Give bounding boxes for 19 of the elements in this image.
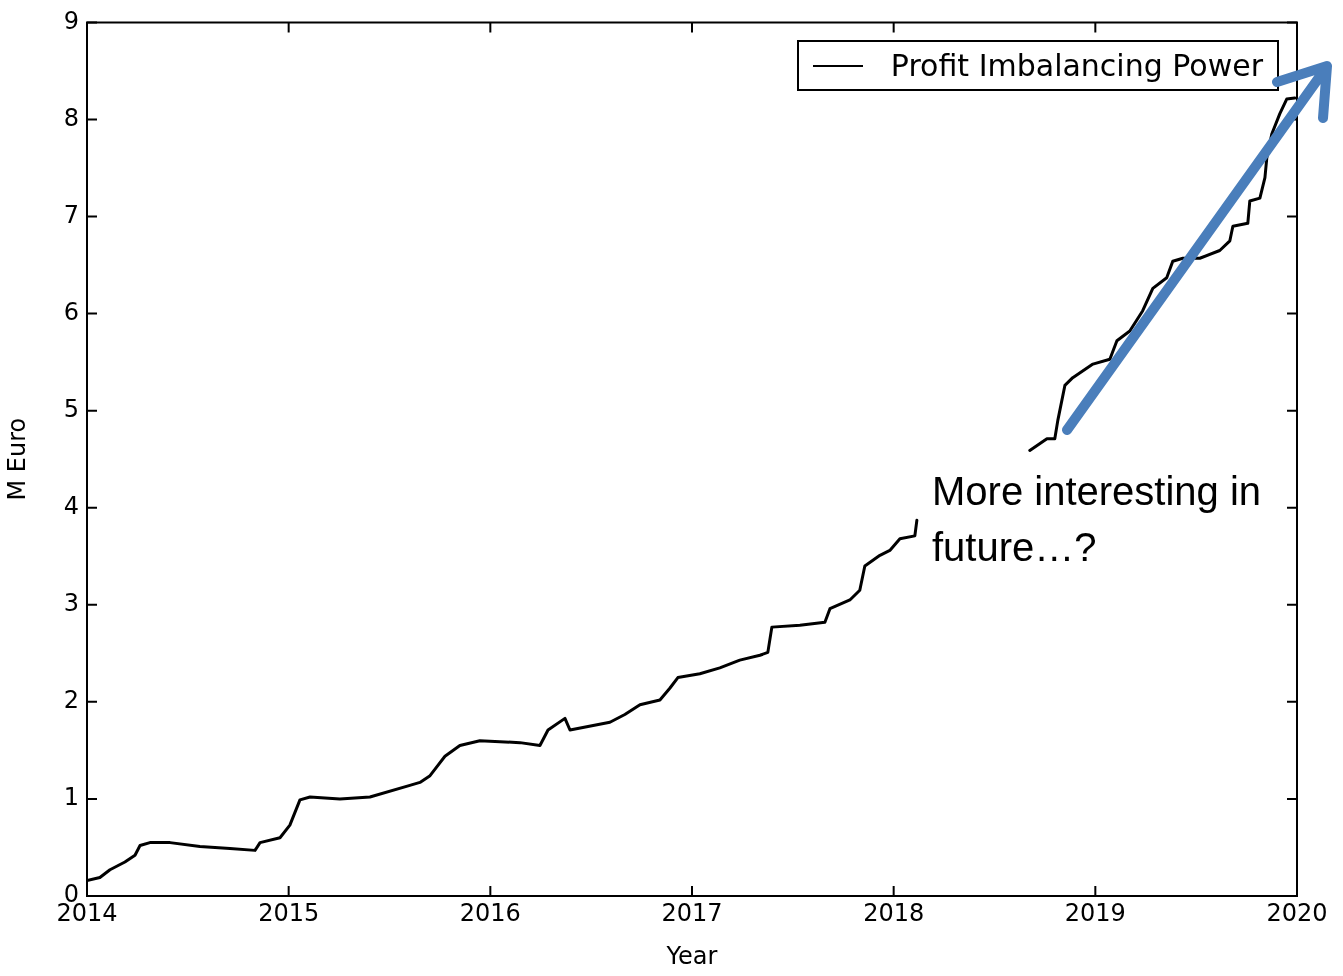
x-axis-title: Year	[665, 941, 718, 970]
y-tick-label: 9	[63, 6, 79, 35]
y-tick-label: 6	[63, 297, 79, 326]
annotation: More interesting in future…?	[931, 468, 1263, 571]
y-axis-title: M Euro	[2, 417, 31, 501]
x-tick-label: 2020	[1266, 898, 1328, 927]
y-tick-label: 1	[63, 783, 79, 812]
legend-label: Profit Imbalancing Power	[890, 48, 1263, 84]
x-tick-label: 2016	[459, 898, 521, 927]
y-tick-label: 8	[63, 103, 79, 132]
y-tick-label: 7	[63, 200, 79, 229]
x-tick-label: 2015	[258, 898, 320, 927]
y-tick-label: 2	[63, 686, 79, 715]
y-tick-label: 4	[63, 491, 79, 520]
y-tick-label: 5	[63, 394, 79, 423]
x-tick-label: 2018	[863, 898, 925, 927]
y-tick-label: 3	[63, 589, 79, 618]
x-tick-label: 2019	[1064, 898, 1126, 927]
x-tick-label: 2017	[661, 898, 723, 927]
